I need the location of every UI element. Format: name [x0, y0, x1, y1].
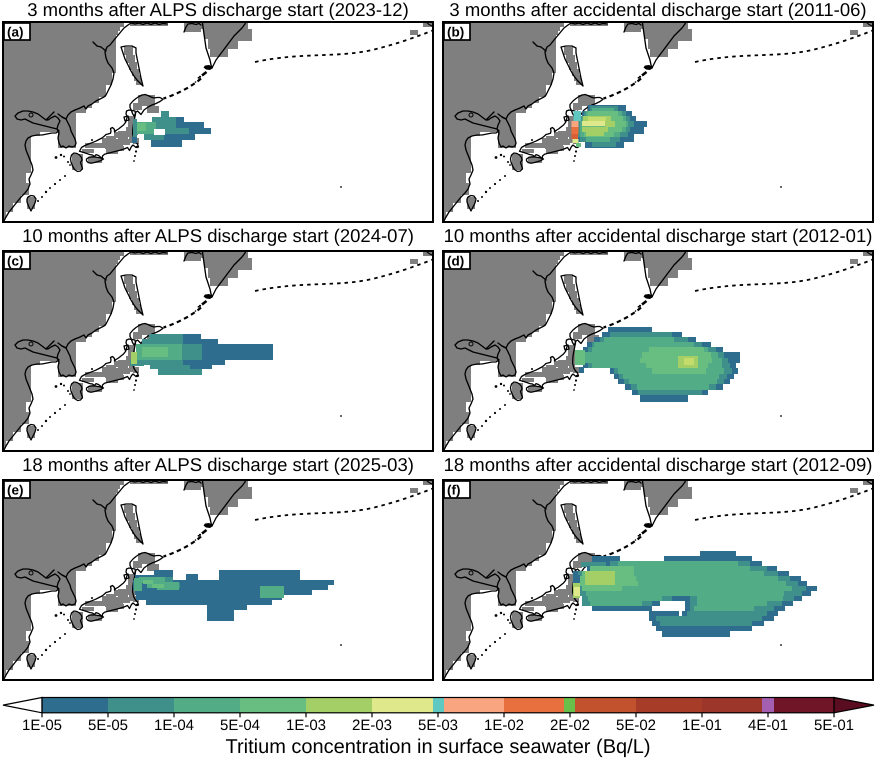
svg-text:5E-01: 5E-01 [814, 717, 854, 734]
svg-text:(b): (b) [447, 25, 464, 40]
svg-text:5E-04: 5E-04 [220, 717, 260, 734]
svg-text:5E-05: 5E-05 [88, 717, 128, 734]
svg-text:4E-01: 4E-01 [748, 717, 788, 734]
svg-text:(a): (a) [7, 25, 24, 40]
svg-text:2E-03: 2E-03 [352, 717, 392, 734]
svg-text:(d): (d) [447, 254, 464, 269]
svg-text:1E-02: 1E-02 [484, 717, 524, 734]
svg-text:1E-01: 1E-01 [682, 717, 722, 734]
svg-text:1E-04: 1E-04 [154, 717, 194, 734]
svg-text:(c): (c) [7, 254, 24, 269]
svg-text:5E-02: 5E-02 [616, 717, 656, 734]
svg-text:5E-03: 5E-03 [418, 717, 458, 734]
svg-text:(e): (e) [7, 483, 24, 498]
svg-text:Tritium concentration in surfa: Tritium concentration in surface seawate… [226, 736, 651, 758]
svg-text:(f): (f) [447, 483, 461, 498]
svg-text:1E-03: 1E-03 [286, 717, 326, 734]
svg-text:1E-05: 1E-05 [22, 717, 62, 734]
svg-text:2E-02: 2E-02 [550, 717, 590, 734]
